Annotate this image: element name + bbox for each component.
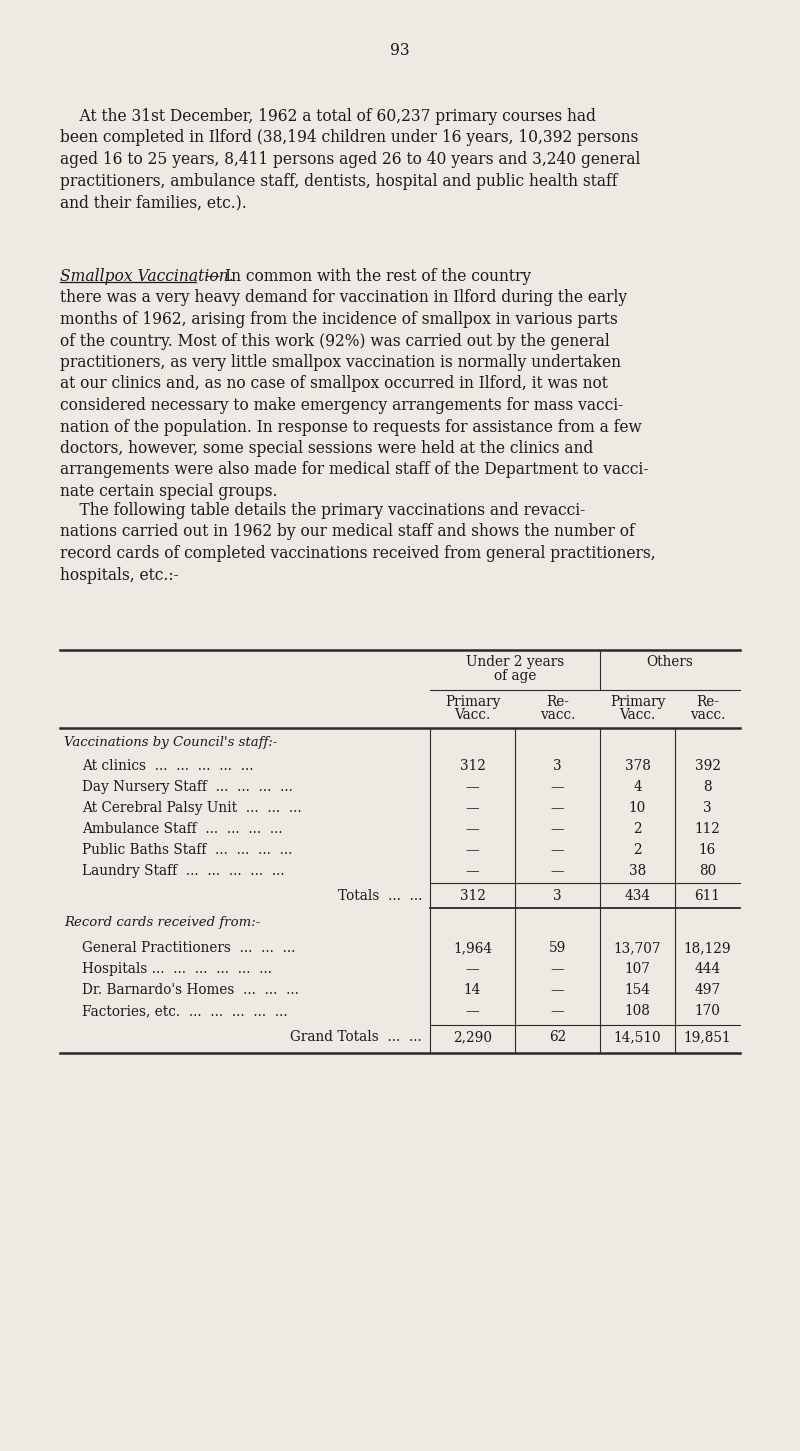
Text: Factories, etc.  ...  ...  ...  ...  ...: Factories, etc. ... ... ... ... ...	[82, 1004, 288, 1019]
Text: record cards of completed vaccinations received from general practitioners,: record cards of completed vaccinations r…	[60, 546, 656, 562]
Text: practitioners, as very little smallpox vaccination is normally undertaken: practitioners, as very little smallpox v…	[60, 354, 621, 371]
Text: Day Nursery Staff  ...  ...  ...  ...: Day Nursery Staff ... ... ... ...	[82, 781, 293, 794]
Text: Vacc.: Vacc.	[619, 708, 656, 723]
Text: been completed in Ilford (38,194 children under 16 years, 10,392 persons: been completed in Ilford (38,194 childre…	[60, 129, 638, 147]
Text: —: —	[550, 823, 564, 836]
Text: Record cards received from:-: Record cards received from:-	[64, 916, 260, 929]
Text: 312: 312	[459, 759, 486, 773]
Text: nate certain special groups.: nate certain special groups.	[60, 483, 278, 501]
Text: —: —	[550, 982, 564, 997]
Text: 312: 312	[459, 889, 486, 903]
Text: 18,129: 18,129	[684, 942, 731, 955]
Text: 93: 93	[390, 42, 410, 59]
Text: — In common with the rest of the country: — In common with the rest of the country	[200, 268, 531, 284]
Text: months of 1962, arising from the incidence of smallpox in various parts: months of 1962, arising from the inciden…	[60, 311, 618, 328]
Text: 38: 38	[629, 863, 646, 878]
Text: —: —	[550, 863, 564, 878]
Text: At the 31st December, 1962 a total of 60,237 primary courses had: At the 31st December, 1962 a total of 60…	[60, 107, 596, 125]
Text: Re-: Re-	[546, 695, 569, 710]
Text: —: —	[466, 823, 479, 836]
Text: 444: 444	[694, 962, 721, 977]
Text: —: —	[466, 781, 479, 794]
Text: hospitals, etc.:-: hospitals, etc.:-	[60, 566, 178, 583]
Text: 2,290: 2,290	[453, 1030, 492, 1045]
Text: —: —	[550, 801, 564, 815]
Text: 10: 10	[629, 801, 646, 815]
Text: Primary: Primary	[445, 695, 500, 710]
Text: 80: 80	[699, 863, 716, 878]
Text: —: —	[466, 962, 479, 977]
Text: Smallpox Vaccination.: Smallpox Vaccination.	[60, 268, 234, 284]
Text: 1,964: 1,964	[453, 942, 492, 955]
Text: vacc.: vacc.	[690, 708, 725, 723]
Text: 13,707: 13,707	[614, 942, 662, 955]
Text: 4: 4	[633, 781, 642, 794]
Text: Totals  ...  ...: Totals ... ...	[338, 889, 422, 903]
Text: Under 2 years: Under 2 years	[466, 654, 564, 669]
Text: —: —	[550, 962, 564, 977]
Text: —: —	[550, 781, 564, 794]
Text: General Practitioners  ...  ...  ...: General Practitioners ... ... ...	[82, 942, 295, 955]
Text: nations carried out in 1962 by our medical staff and shows the number of: nations carried out in 1962 by our medic…	[60, 524, 634, 541]
Text: Laundry Staff  ...  ...  ...  ...  ...: Laundry Staff ... ... ... ... ...	[82, 863, 285, 878]
Text: arrangements were also made for medical staff of the Department to vacci-: arrangements were also made for medical …	[60, 461, 648, 479]
Text: considered necessary to make emergency arrangements for mass vacci-: considered necessary to make emergency a…	[60, 398, 623, 414]
Text: Others: Others	[646, 654, 694, 669]
Text: of age: of age	[494, 669, 536, 683]
Text: At clinics  ...  ...  ...  ...  ...: At clinics ... ... ... ... ...	[82, 759, 254, 773]
Text: 611: 611	[694, 889, 721, 903]
Text: 497: 497	[694, 982, 721, 997]
Text: The following table details the primary vaccinations and revacci-: The following table details the primary …	[60, 502, 586, 519]
Text: and their families, etc.).: and their families, etc.).	[60, 194, 246, 210]
Text: —: —	[466, 863, 479, 878]
Text: practitioners, ambulance staff, dentists, hospital and public health staff: practitioners, ambulance staff, dentists…	[60, 173, 618, 190]
Text: 112: 112	[694, 823, 721, 836]
Text: Re-: Re-	[696, 695, 719, 710]
Text: 392: 392	[694, 759, 721, 773]
Text: Vaccinations by Council's staff:-: Vaccinations by Council's staff:-	[64, 736, 278, 749]
Text: 154: 154	[625, 982, 650, 997]
Text: Vacc.: Vacc.	[454, 708, 490, 723]
Text: 107: 107	[625, 962, 650, 977]
Text: 8: 8	[703, 781, 712, 794]
Text: aged 16 to 25 years, 8,411 persons aged 26 to 40 years and 3,240 general: aged 16 to 25 years, 8,411 persons aged …	[60, 151, 640, 168]
Text: 108: 108	[625, 1004, 650, 1019]
Text: at our clinics and, as no case of smallpox occurred in Ilford, it was not: at our clinics and, as no case of smallp…	[60, 376, 608, 393]
Text: —: —	[550, 843, 564, 858]
Text: Grand Totals  ...  ...: Grand Totals ... ...	[290, 1030, 422, 1045]
Text: of the country. Most of this work (92%) was carried out by the general: of the country. Most of this work (92%) …	[60, 332, 610, 350]
Text: At Cerebral Palsy Unit  ...  ...  ...: At Cerebral Palsy Unit ... ... ...	[82, 801, 302, 815]
Text: 14: 14	[464, 982, 481, 997]
Text: Ambulance Staff  ...  ...  ...  ...: Ambulance Staff ... ... ... ...	[82, 823, 282, 836]
Text: Dr. Barnardo's Homes  ...  ...  ...: Dr. Barnardo's Homes ... ... ...	[82, 982, 299, 997]
Text: nation of the population. In response to requests for assistance from a few: nation of the population. In response to…	[60, 418, 642, 435]
Text: 19,851: 19,851	[684, 1030, 731, 1045]
Text: —: —	[466, 843, 479, 858]
Text: Primary: Primary	[610, 695, 665, 710]
Text: —: —	[550, 1004, 564, 1019]
Text: 434: 434	[625, 889, 650, 903]
Text: 2: 2	[633, 823, 642, 836]
Text: Public Baths Staff  ...  ...  ...  ...: Public Baths Staff ... ... ... ...	[82, 843, 292, 858]
Text: —: —	[466, 801, 479, 815]
Text: 62: 62	[549, 1030, 566, 1045]
Text: —: —	[466, 1004, 479, 1019]
Text: 170: 170	[694, 1004, 721, 1019]
Text: 378: 378	[625, 759, 650, 773]
Text: doctors, however, some special sessions were held at the clinics and: doctors, however, some special sessions …	[60, 440, 594, 457]
Text: 16: 16	[699, 843, 716, 858]
Text: 2: 2	[633, 843, 642, 858]
Text: there was a very heavy demand for vaccination in Ilford during the early: there was a very heavy demand for vaccin…	[60, 290, 627, 306]
Text: 3: 3	[553, 889, 562, 903]
Text: vacc.: vacc.	[540, 708, 575, 723]
Text: 3: 3	[553, 759, 562, 773]
Text: 59: 59	[549, 942, 566, 955]
Text: 14,510: 14,510	[614, 1030, 662, 1045]
Text: Hospitals ...  ...  ...  ...  ...  ...: Hospitals ... ... ... ... ... ...	[82, 962, 272, 977]
Text: 3: 3	[703, 801, 712, 815]
